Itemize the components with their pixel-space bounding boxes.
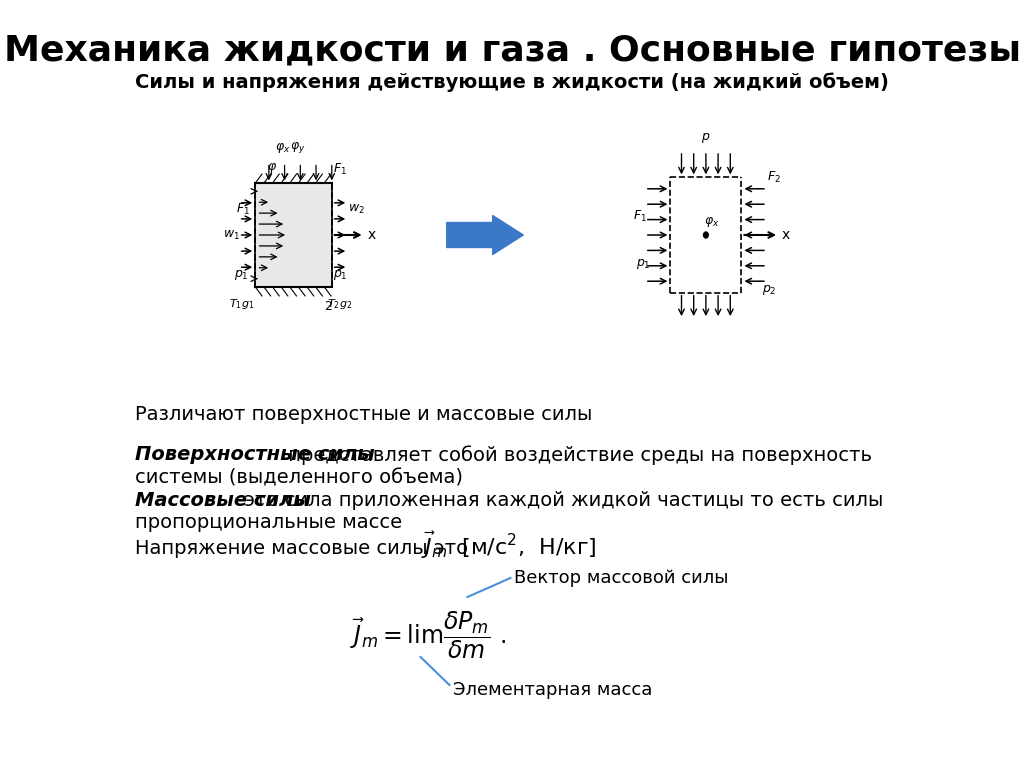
- Text: Вектор массовой силы: Вектор массовой силы: [514, 569, 729, 587]
- Text: Поверхностные силы: Поверхностные силы: [135, 446, 375, 465]
- Text: $F_1$: $F_1$: [633, 209, 647, 224]
- Text: $\varphi_x$: $\varphi_x$: [274, 140, 290, 155]
- Text: $F_2$: $F_2$: [767, 170, 781, 185]
- Text: $F_1$: $F_1$: [333, 162, 347, 177]
- Text: $w_1$: $w_1$: [223, 229, 241, 242]
- Text: представляет собой воздействие среды на поверхность: представляет собой воздействие среды на …: [283, 445, 872, 465]
- Text: $\vec{J}_{m}$  [м/с$^2$,  Н/кг]: $\vec{J}_{m}$ [м/с$^2$, Н/кг]: [421, 529, 596, 561]
- FancyArrowPatch shape: [446, 216, 523, 255]
- Polygon shape: [255, 183, 332, 287]
- Text: 2: 2: [324, 300, 332, 313]
- Text: $p_1$: $p_1$: [333, 268, 347, 282]
- Text: пропорциональные массе: пропорциональные массе: [135, 512, 402, 532]
- Text: Напряжение массовые силы это: Напряжение массовые силы это: [135, 538, 468, 558]
- Text: это сила приложенная каждой жидкой частицы то есть силы: это сила приложенная каждой жидкой части…: [239, 491, 884, 509]
- Text: $p$: $p$: [701, 131, 711, 146]
- Text: Массовые силы: Массовые силы: [135, 491, 311, 509]
- Text: Механика жидкости и газа . Основные гипотезы: Механика жидкости и газа . Основные гипо…: [3, 33, 1021, 67]
- Circle shape: [703, 232, 709, 238]
- Text: $p_1$: $p_1$: [234, 268, 249, 282]
- Text: системы (выделенного объема): системы (выделенного объема): [135, 469, 463, 488]
- Text: $T_1g_1$: $T_1g_1$: [228, 297, 254, 311]
- Text: $\varphi_y$: $\varphi_y$: [290, 140, 305, 155]
- Text: Различают поверхностные и массовые силы: Различают поверхностные и массовые силы: [135, 406, 593, 424]
- Text: $p_1$: $p_1$: [636, 258, 650, 272]
- Text: $p_2$: $p_2$: [762, 282, 776, 297]
- Text: $F_1$: $F_1$: [236, 202, 250, 217]
- Text: Силы и напряжения действующие в жидкости (на жидкий объем): Силы и напряжения действующие в жидкости…: [135, 72, 889, 92]
- Text: Элементарная масса: Элементарная масса: [454, 681, 652, 699]
- Text: $T_2g_2$: $T_2g_2$: [328, 297, 352, 311]
- Text: x: x: [781, 228, 790, 242]
- Text: $\varphi_x$: $\varphi_x$: [705, 216, 720, 229]
- Text: $\varphi$: $\varphi$: [266, 161, 276, 176]
- Text: x: x: [368, 228, 376, 242]
- Text: $\vec{J}_{m} = \lim\dfrac{\delta P_m}{\delta m}$ .: $\vec{J}_{m} = \lim\dfrac{\delta P_m}{\d…: [350, 609, 506, 661]
- Text: $w_2$: $w_2$: [348, 203, 365, 216]
